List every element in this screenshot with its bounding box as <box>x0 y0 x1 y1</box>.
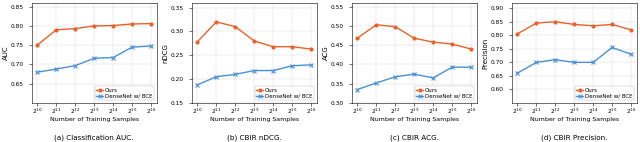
Line: DenseNet w/ BCE: DenseNet w/ BCE <box>356 65 473 91</box>
Text: (a) Classification AUC.: (a) Classification AUC. <box>54 134 134 141</box>
DenseNet w/ BCE <box>307 64 315 66</box>
X-axis label: Number of Training Samples: Number of Training Samples <box>210 117 299 122</box>
DenseNet w/ BCE <box>372 82 380 84</box>
DenseNet w/ BCE <box>467 66 475 68</box>
DenseNet w/ BCE <box>353 89 361 90</box>
X-axis label: Number of Training Samples: Number of Training Samples <box>530 117 619 122</box>
DenseNet w/ BCE <box>429 77 437 79</box>
Line: DenseNet w/ BCE: DenseNet w/ BCE <box>516 46 633 75</box>
DenseNet w/ BCE <box>212 76 220 78</box>
Legend: Ours, DenseNet w/ BCE: Ours, DenseNet w/ BCE <box>255 86 314 100</box>
DenseNet w/ BCE <box>589 61 597 63</box>
DenseNet w/ BCE <box>288 65 296 67</box>
Legend: Ours, DenseNet w/ BCE: Ours, DenseNet w/ BCE <box>415 86 474 100</box>
Ours <box>193 41 201 43</box>
DenseNet w/ BCE <box>570 61 578 63</box>
Ours <box>513 33 521 35</box>
Ours <box>147 23 155 24</box>
DenseNet w/ BCE <box>513 72 521 74</box>
Ours <box>72 28 79 29</box>
Ours <box>128 23 136 25</box>
Ours <box>353 37 361 39</box>
DenseNet w/ BCE <box>250 70 258 71</box>
DenseNet w/ BCE <box>627 53 635 55</box>
DenseNet w/ BCE <box>410 73 418 75</box>
DenseNet w/ BCE <box>52 68 60 70</box>
Ours <box>552 21 559 23</box>
DenseNet w/ BCE <box>269 70 277 71</box>
Ours <box>589 25 597 27</box>
Ours <box>467 48 475 50</box>
Ours <box>52 29 60 31</box>
Y-axis label: AUC: AUC <box>3 46 9 60</box>
Ours <box>250 40 258 42</box>
X-axis label: Number of Training Samples: Number of Training Samples <box>370 117 459 122</box>
DenseNet w/ BCE <box>552 59 559 60</box>
Y-axis label: Precision: Precision <box>483 37 489 69</box>
Ours <box>392 26 399 28</box>
DenseNet w/ BCE <box>128 46 136 48</box>
DenseNet w/ BCE <box>392 76 399 78</box>
Ours <box>288 46 296 48</box>
Line: Ours: Ours <box>36 22 152 47</box>
Ours <box>372 24 380 26</box>
Line: Ours: Ours <box>196 20 312 50</box>
Ours <box>410 37 418 39</box>
Y-axis label: nDCG: nDCG <box>163 43 169 63</box>
DenseNet w/ BCE <box>147 45 155 47</box>
Ours <box>212 21 220 23</box>
Ours <box>429 41 437 43</box>
DenseNet w/ BCE <box>193 84 201 86</box>
Line: Ours: Ours <box>516 20 632 35</box>
Ours <box>232 26 239 28</box>
Ours <box>33 44 41 46</box>
X-axis label: Number of Training Samples: Number of Training Samples <box>50 117 139 122</box>
Ours <box>109 25 117 26</box>
Line: DenseNet w/ BCE: DenseNet w/ BCE <box>196 63 313 87</box>
Ours <box>532 22 540 24</box>
Ours <box>269 46 277 48</box>
Y-axis label: ACG: ACG <box>323 46 329 60</box>
DenseNet w/ BCE <box>33 71 41 73</box>
Ours <box>448 43 456 45</box>
Ours <box>90 25 98 27</box>
Line: Ours: Ours <box>356 23 472 50</box>
Ours <box>307 48 315 50</box>
Ours <box>627 29 635 31</box>
Ours <box>570 24 578 25</box>
Ours <box>608 24 616 25</box>
Legend: Ours, DenseNet w/ BCE: Ours, DenseNet w/ BCE <box>575 86 634 100</box>
DenseNet w/ BCE <box>532 61 540 63</box>
Text: (c) CBIR ACG.: (c) CBIR ACG. <box>390 134 438 141</box>
DenseNet w/ BCE <box>109 57 117 58</box>
DenseNet w/ BCE <box>232 74 239 75</box>
Text: (b) CBIR nDCG.: (b) CBIR nDCG. <box>227 134 282 141</box>
Text: (d) CBIR Precision.: (d) CBIR Precision. <box>541 134 607 141</box>
DenseNet w/ BCE <box>448 66 456 68</box>
DenseNet w/ BCE <box>90 58 98 59</box>
DenseNet w/ BCE <box>72 65 79 66</box>
Line: DenseNet w/ BCE: DenseNet w/ BCE <box>36 44 153 74</box>
Legend: Ours, DenseNet w/ BCE: Ours, DenseNet w/ BCE <box>95 86 154 100</box>
DenseNet w/ BCE <box>608 47 616 48</box>
